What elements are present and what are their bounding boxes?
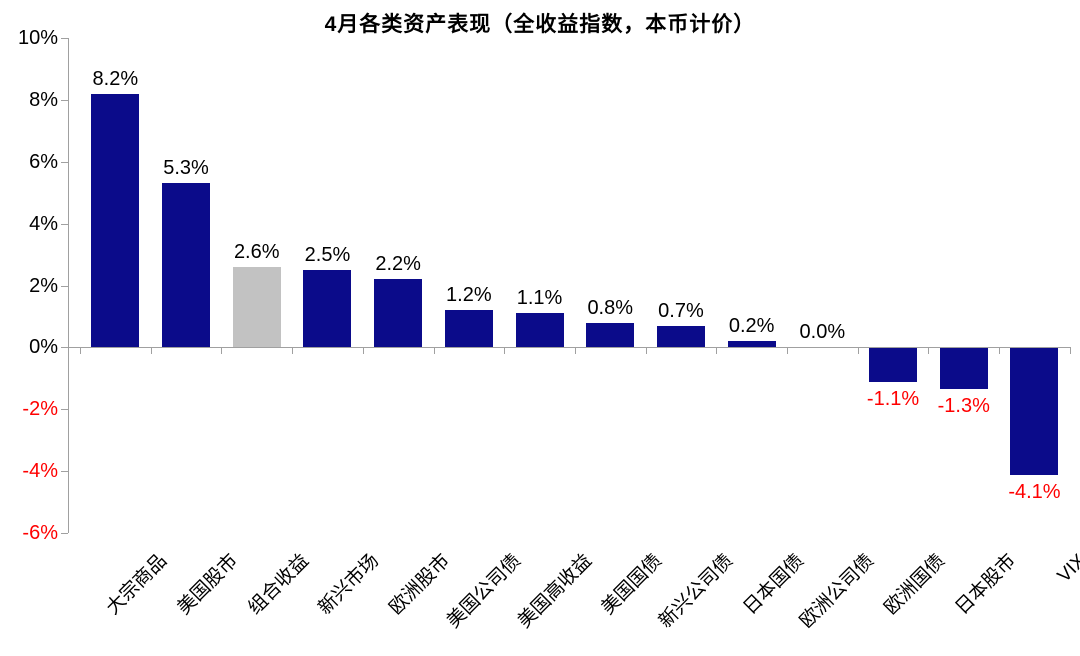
bar-value-label: -1.3% [937, 394, 990, 417]
x-axis-tick [504, 347, 506, 355]
bar [586, 322, 635, 348]
y-axis-tick-label: 4% [29, 212, 58, 235]
x-axis-tick [1069, 347, 1071, 355]
y-axis-tick-label: -6% [22, 522, 58, 544]
y-axis-tick [61, 409, 68, 411]
y-axis-tick-label: 8% [29, 88, 58, 111]
bar [1010, 348, 1059, 476]
y-axis-tick-label: 0% [29, 336, 58, 359]
bar [303, 270, 352, 348]
chart-title: 4月各类资产表现（全收益指数，本币计价） [324, 13, 756, 36]
x-axis-tick [292, 347, 294, 355]
bar [444, 310, 493, 348]
y-axis-tick-label: 10% [17, 27, 58, 49]
y-axis-tick [61, 533, 68, 534]
x-axis-tick [787, 347, 788, 355]
bar [162, 183, 211, 348]
bar [91, 93, 140, 348]
x-axis-line [68, 347, 1070, 349]
bar-value-label: 0.8% [587, 296, 634, 319]
y-axis-tick-label: -2% [22, 398, 58, 421]
bar-value-label: 0.0% [799, 321, 846, 344]
bar-value-label: 2.5% [304, 244, 351, 267]
bar [869, 348, 918, 383]
y-axis-tick-label: 6% [29, 150, 58, 173]
bar-value-label: 2.2% [375, 253, 421, 276]
y-axis-tick [61, 38, 68, 39]
y-axis-tick [61, 161, 68, 163]
x-axis-tick [716, 347, 718, 355]
bar-value-label: -4.1% [1008, 481, 1061, 504]
bar-value-label: 0.2% [728, 315, 775, 338]
y-axis-tick-label: 2% [29, 274, 58, 297]
bar [374, 279, 423, 348]
y-axis-line [68, 38, 69, 533]
bar-value-label: 2.6% [233, 240, 280, 263]
bar [939, 348, 988, 389]
x-axis-tick [221, 347, 223, 355]
x-axis-tick [362, 347, 364, 355]
x-axis-tick [80, 347, 81, 355]
bar [515, 313, 564, 348]
bar-value-label: -1.1% [866, 388, 920, 411]
x-axis-tick [999, 347, 1001, 355]
x-axis-tick [574, 347, 576, 355]
x-axis-tick [857, 347, 859, 355]
y-axis-tick [61, 223, 68, 225]
bar-value-label: 0.7% [658, 299, 704, 322]
y-axis-tick-label: -4% [22, 460, 58, 483]
y-axis-tick [61, 347, 68, 349]
bar-value-label: 1.1% [516, 287, 563, 310]
x-axis-tick [928, 347, 930, 355]
x-axis-tick [433, 347, 435, 355]
bar-value-label: 5.3% [163, 157, 209, 180]
y-axis-tick [61, 99, 68, 101]
bar-value-label: 8.2% [92, 67, 139, 90]
bar [727, 341, 776, 348]
x-axis-tick [645, 347, 647, 355]
y-axis-tick [61, 285, 68, 287]
bar-value-label: 1.2% [446, 284, 492, 307]
bar [232, 266, 281, 348]
x-axis-tick [150, 347, 152, 355]
y-axis-tick [61, 471, 68, 473]
bar [656, 325, 705, 348]
